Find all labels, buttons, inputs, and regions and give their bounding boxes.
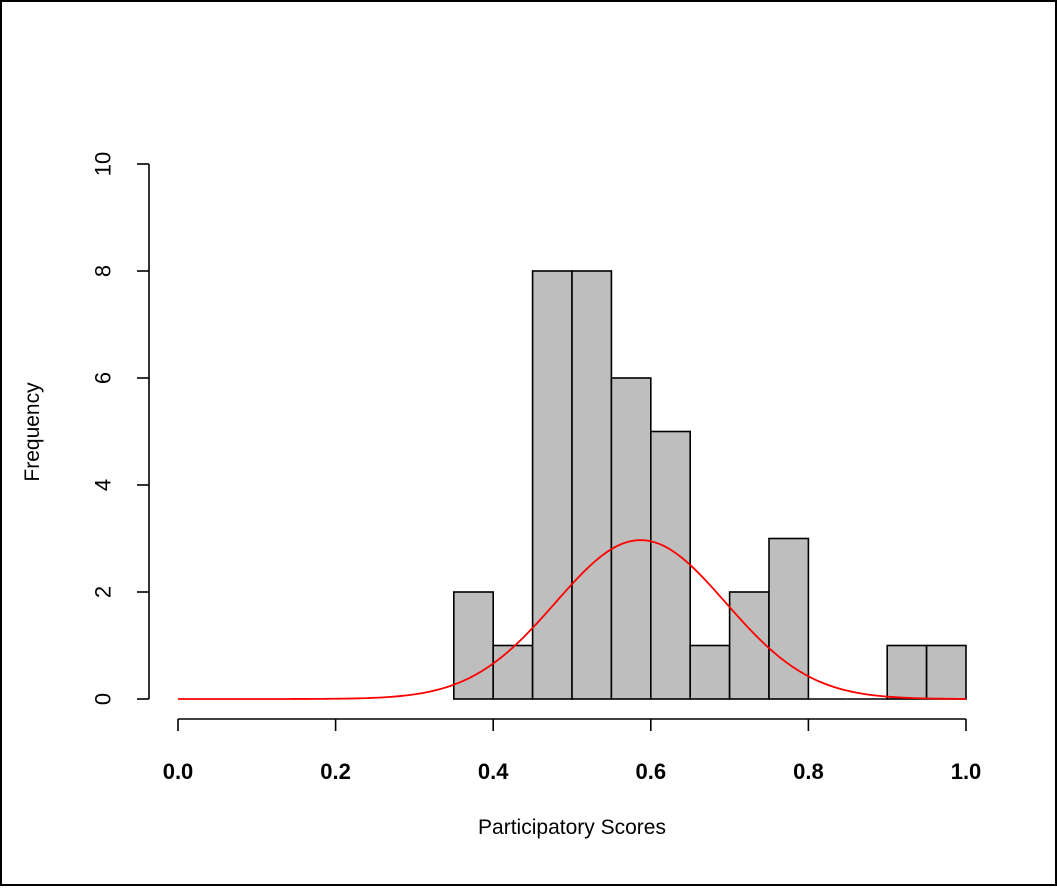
- y-axis: 0 2 4 6 8 10: [91, 152, 150, 705]
- x-axis: 0.0 0.2 0.4 0.6 0.8 1.0: [163, 718, 982, 784]
- x-axis-title: Participatory Scores: [478, 816, 666, 839]
- x-tick-label: 0.4: [478, 759, 509, 784]
- histogram-bar: [925, 644, 967, 700]
- curve-layer: [178, 539, 967, 700]
- histogram-bar: [649, 430, 691, 700]
- x-tick-label: 0.2: [320, 759, 351, 784]
- y-tick-label: 4: [91, 479, 116, 491]
- y-tick-label: 2: [91, 586, 116, 598]
- histogram-bar: [531, 270, 573, 700]
- y-axis-title: Frequency: [21, 382, 44, 482]
- histogram-bar: [768, 537, 810, 700]
- y-tick-label: 0: [91, 693, 116, 705]
- histogram-bar: [886, 644, 928, 700]
- histogram-bar: [689, 644, 731, 700]
- x-tick-label: 0.0: [163, 759, 194, 784]
- x-tick-label: 1.0: [951, 759, 982, 784]
- histogram-bar: [492, 644, 534, 700]
- y-tick-label: 10: [91, 152, 116, 176]
- bars-layer: [452, 270, 967, 700]
- x-tick-label: 0.6: [636, 759, 667, 784]
- x-tick-label: 0.8: [793, 759, 824, 784]
- y-tick-label: 6: [91, 372, 116, 384]
- y-tick-label: 8: [91, 265, 116, 277]
- histogram-bar: [728, 591, 770, 700]
- histogram-bar: [610, 377, 652, 700]
- normal-density-curve: [178, 539, 967, 700]
- histogram-bar: [571, 270, 613, 700]
